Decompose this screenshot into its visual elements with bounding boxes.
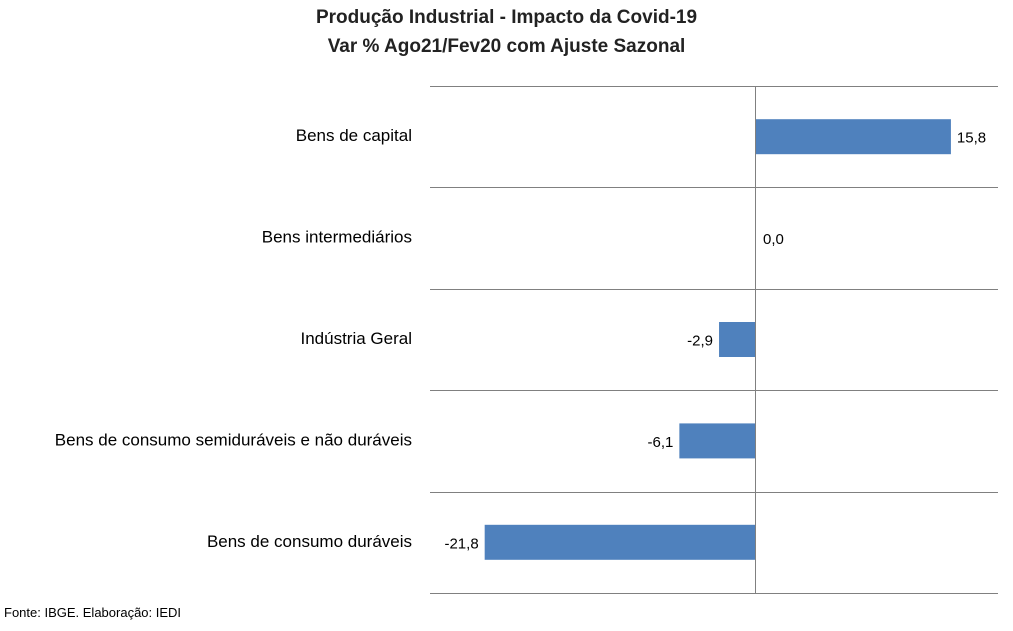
bar [719, 322, 755, 357]
chart-title: Produção Industrial - Impacto da Covid-1… [315, 7, 698, 28]
data-label: 15,8 [957, 130, 986, 147]
data-label: 0,0 [763, 231, 784, 248]
data-label: -21,8 [444, 535, 478, 552]
bar [484, 524, 755, 560]
bar [755, 119, 951, 155]
category-label: Bens de consumo semiduráveis e não duráv… [55, 430, 412, 449]
bar [679, 423, 755, 459]
category-label: Bens de capital [296, 126, 412, 145]
data-label: -6,1 [648, 434, 674, 451]
chart-subtitle: Var % Ago21/Fev20 com Ajuste Sazonal [327, 36, 686, 57]
category-label: Bens de consumo duráveis [207, 532, 412, 551]
category-label: Bens intermediários [262, 228, 412, 247]
source-note: Fonte: IBGE. Elaboração: IEDI [4, 605, 182, 620]
data-label: -2,9 [687, 332, 713, 349]
category-label: Indústria Geral [301, 329, 413, 348]
